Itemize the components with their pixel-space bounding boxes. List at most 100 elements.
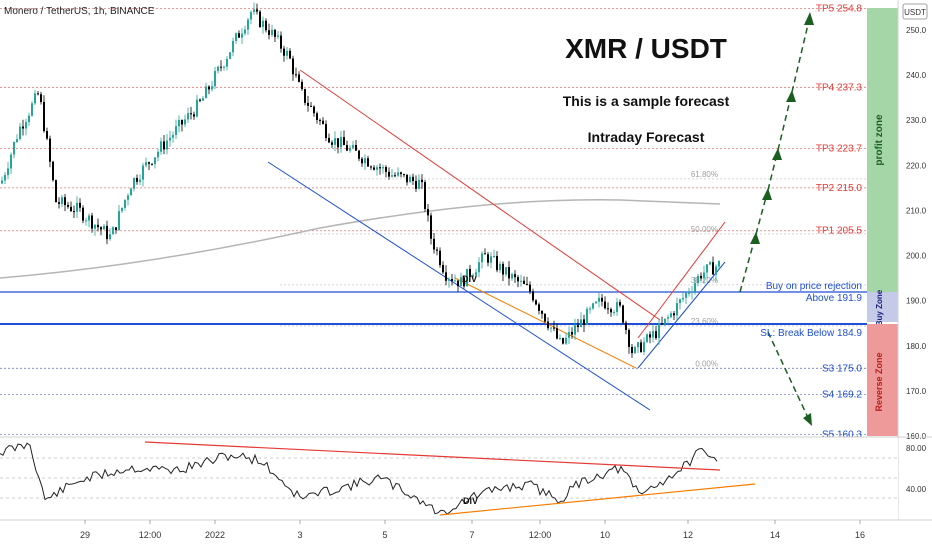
candle-body[interactable] bbox=[325, 123, 327, 138]
candle-body[interactable] bbox=[430, 215, 432, 239]
candlestick-series[interactable] bbox=[1, 2, 720, 358]
candle-body[interactable] bbox=[301, 81, 303, 90]
candle-body[interactable] bbox=[418, 179, 420, 189]
candle-body[interactable] bbox=[10, 154, 12, 169]
rise-channel-red[interactable] bbox=[637, 221, 726, 339]
candle-body[interactable] bbox=[67, 205, 69, 207]
divergence-price-line[interactable] bbox=[454, 277, 637, 369]
candle-body[interactable] bbox=[292, 58, 294, 75]
rise-channel-blue[interactable] bbox=[637, 261, 726, 369]
candle-body[interactable] bbox=[7, 168, 9, 176]
candle-body[interactable] bbox=[31, 103, 33, 116]
candle-body[interactable] bbox=[151, 163, 153, 165]
candle-body[interactable] bbox=[421, 179, 423, 183]
candle-body[interactable] bbox=[709, 262, 711, 265]
candle-body[interactable] bbox=[670, 313, 672, 318]
candle-body[interactable] bbox=[436, 249, 438, 251]
candle-body[interactable] bbox=[568, 331, 570, 338]
candle-body[interactable] bbox=[331, 142, 333, 145]
candle-body[interactable] bbox=[625, 322, 627, 330]
candle-body[interactable] bbox=[196, 99, 198, 117]
candle-body[interactable] bbox=[559, 338, 561, 340]
candle-body[interactable] bbox=[652, 331, 654, 338]
candle-body[interactable] bbox=[676, 303, 678, 316]
candle-body[interactable] bbox=[226, 58, 228, 67]
candle-body[interactable] bbox=[373, 167, 375, 170]
candle-body[interactable] bbox=[40, 94, 42, 102]
candle-body[interactable] bbox=[391, 175, 393, 177]
candle-body[interactable] bbox=[349, 147, 351, 151]
candle-body[interactable] bbox=[424, 182, 426, 209]
candle-body[interactable] bbox=[82, 207, 84, 221]
candle-body[interactable] bbox=[208, 86, 210, 90]
candle-body[interactable] bbox=[136, 177, 138, 182]
candle-body[interactable] bbox=[490, 256, 492, 263]
candle-body[interactable] bbox=[388, 171, 390, 177]
candle-body[interactable] bbox=[73, 211, 75, 213]
indicator-pane[interactable] bbox=[0, 438, 898, 520]
candle-body[interactable] bbox=[22, 126, 24, 129]
candle-body[interactable] bbox=[415, 181, 417, 189]
candle-body[interactable] bbox=[286, 50, 288, 56]
candle-body[interactable] bbox=[367, 158, 369, 167]
candle-body[interactable] bbox=[511, 274, 513, 279]
candle-body[interactable] bbox=[601, 297, 603, 302]
candle-body[interactable] bbox=[382, 167, 384, 169]
candle-body[interactable] bbox=[397, 172, 399, 176]
candle-body[interactable] bbox=[697, 275, 699, 284]
candle-body[interactable] bbox=[64, 197, 66, 206]
candle-body[interactable] bbox=[217, 66, 219, 72]
candle-body[interactable] bbox=[127, 195, 129, 200]
candle-body[interactable] bbox=[97, 224, 99, 228]
candle-body[interactable] bbox=[577, 325, 579, 328]
candle-body[interactable] bbox=[649, 334, 651, 338]
target-lines[interactable]: TP5 254.8 TP4 237.3 TP3 223.7 TP2 215.0 TP1 … bbox=[0, 3, 867, 237]
candle-body[interactable] bbox=[589, 308, 591, 310]
candle-body[interactable] bbox=[232, 40, 234, 53]
candle-body[interactable] bbox=[43, 101, 45, 132]
candle-body[interactable] bbox=[19, 126, 21, 140]
candle-body[interactable] bbox=[679, 299, 681, 304]
candle-body[interactable] bbox=[1, 180, 3, 184]
candle-body[interactable] bbox=[451, 279, 453, 281]
candle-body[interactable] bbox=[229, 52, 231, 59]
candle-body[interactable] bbox=[316, 113, 318, 120]
candle-body[interactable] bbox=[598, 297, 600, 302]
candle-body[interactable] bbox=[718, 260, 720, 267]
candle-body[interactable] bbox=[289, 50, 291, 59]
candle-body[interactable] bbox=[154, 157, 156, 165]
candle-body[interactable] bbox=[55, 180, 57, 203]
candle-body[interactable] bbox=[673, 313, 675, 316]
candle-body[interactable] bbox=[685, 292, 687, 298]
candle-body[interactable] bbox=[517, 277, 519, 282]
currency-badge[interactable] bbox=[902, 3, 928, 20]
candle-body[interactable] bbox=[361, 158, 363, 164]
candle-body[interactable] bbox=[406, 174, 408, 183]
candle-body[interactable] bbox=[535, 300, 537, 305]
candle-body[interactable] bbox=[412, 176, 414, 182]
candle-body[interactable] bbox=[157, 151, 159, 158]
candle-body[interactable] bbox=[619, 302, 621, 306]
candle-body[interactable] bbox=[271, 29, 273, 35]
candle-body[interactable] bbox=[184, 119, 186, 125]
candle-body[interactable] bbox=[502, 263, 504, 275]
candle-body[interactable] bbox=[58, 202, 60, 204]
candle-body[interactable] bbox=[661, 323, 663, 325]
candle-body[interactable] bbox=[385, 167, 387, 172]
candle-body[interactable] bbox=[460, 277, 462, 287]
candle-body[interactable] bbox=[346, 145, 348, 151]
candle-body[interactable] bbox=[607, 308, 609, 310]
candle-body[interactable] bbox=[469, 268, 471, 277]
candle-body[interactable] bbox=[514, 274, 516, 278]
candle-body[interactable] bbox=[322, 120, 324, 124]
candle-body[interactable] bbox=[592, 303, 594, 309]
candle-body[interactable] bbox=[130, 188, 132, 196]
candle-body[interactable] bbox=[475, 272, 477, 276]
candle-body[interactable] bbox=[433, 238, 435, 250]
candle-body[interactable] bbox=[481, 253, 483, 263]
candle-body[interactable] bbox=[532, 291, 534, 301]
candle-body[interactable] bbox=[277, 35, 279, 37]
candle-body[interactable] bbox=[688, 292, 690, 294]
candle-body[interactable] bbox=[247, 19, 249, 30]
candle-body[interactable] bbox=[403, 174, 405, 176]
